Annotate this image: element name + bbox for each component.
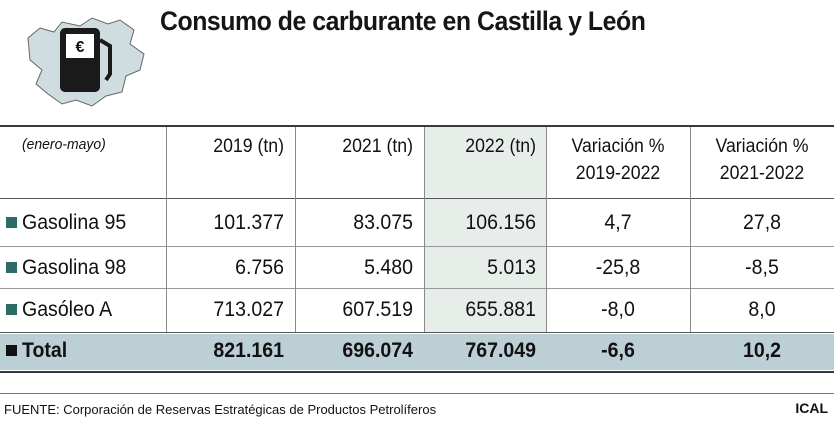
table-row-value: 83.075 [353, 211, 413, 234]
period-label: (enero-mayo) [22, 136, 106, 153]
table-row-value: -8,0 [601, 298, 635, 321]
total-row-value: 10,2 [742, 339, 782, 362]
total-row-label: Total [22, 339, 68, 362]
col-divider [166, 127, 167, 332]
table-row-value: 4,7 [604, 211, 632, 234]
pump-screen [66, 34, 94, 58]
credit-label: ICAL [795, 400, 828, 416]
column-header: 2021 (tn) [342, 136, 413, 157]
top-rule [0, 125, 834, 127]
footer-rule [0, 393, 834, 394]
table-row-value: 713.027 [213, 298, 284, 321]
row-bullet-icon [6, 262, 17, 273]
row-bullet-icon [6, 217, 17, 228]
euro-icon: € [76, 39, 85, 56]
table-row-value: 5.013 [487, 256, 536, 279]
table-row-value: -25,8 [595, 256, 641, 279]
col-divider [424, 127, 425, 332]
col-divider [546, 127, 547, 332]
column-header: Variación % 2021-2022 [715, 136, 809, 184]
table-row-value: 106.156 [465, 211, 536, 234]
table-row-value: 8,0 [748, 298, 776, 321]
divider-row-2 [0, 288, 834, 289]
page-title: Consumo de carburante en Castilla y León [160, 6, 646, 36]
total-row-background [0, 334, 834, 370]
column-header: 2019 (tn) [213, 136, 284, 157]
row-bullet-icon [6, 304, 17, 315]
table-row-value: 607.519 [342, 298, 413, 321]
total-row-value: 696.074 [342, 339, 413, 362]
total-row-value: -6,6 [601, 339, 635, 362]
divider-header [0, 198, 834, 199]
column-header: 2022 (tn) [465, 136, 536, 157]
table-row-value: 655.881 [465, 298, 536, 321]
table-row-value: 6.756 [235, 256, 284, 279]
bottom-rule [0, 371, 834, 373]
pump-hose [98, 38, 112, 82]
table-row-value: 5.480 [364, 256, 413, 279]
total-row-value: 767.049 [465, 339, 536, 362]
divider-row-3 [0, 332, 834, 333]
table-row-value: 27,8 [742, 211, 782, 234]
divider-row-1 [0, 246, 834, 247]
table-row-value: -8,5 [745, 256, 779, 279]
table-row-value: 101.377 [213, 211, 284, 234]
col-divider [295, 127, 296, 332]
fuel-pump-map-logo: € [27, 17, 145, 107]
row-bullet-icon [6, 345, 17, 356]
table-row-label: Gasolina 98 [22, 256, 127, 279]
source-note: FUENTE: Corporación de Reservas Estratég… [4, 402, 437, 417]
col-divider [690, 127, 691, 332]
highlight-2022-column [424, 127, 546, 332]
table-row-label: Gasóleo A [22, 298, 113, 321]
table-row-label: Gasolina 95 [22, 211, 127, 234]
total-row-value: 821.161 [213, 339, 284, 362]
column-header: Variación % 2019-2022 [571, 136, 665, 184]
